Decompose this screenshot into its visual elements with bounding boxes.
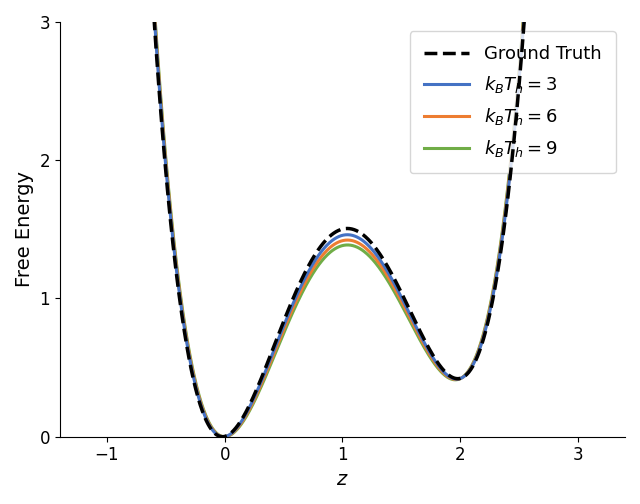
Legend: Ground Truth, $k_BT_h = 3$, $k_BT_h = 6$, $k_BT_h = 9$: Ground Truth, $k_BT_h = 3$, $k_BT_h = 6$… bbox=[410, 31, 616, 173]
$k_BT_h = 6$ bbox=[497, 240, 505, 246]
$k_BT_h = 3$ bbox=[445, 373, 452, 379]
X-axis label: $z$: $z$ bbox=[336, 470, 349, 489]
$k_BT_h = 3$ bbox=[285, 310, 293, 316]
$k_BT_h = 6$ bbox=[305, 272, 313, 278]
Line: $k_BT_h = 9$: $k_BT_h = 9$ bbox=[60, 0, 625, 437]
Ground Truth bbox=[497, 246, 505, 253]
Line: $k_BT_h = 6$: $k_BT_h = 6$ bbox=[60, 0, 625, 437]
Ground Truth bbox=[445, 372, 452, 378]
$k_BT_h = 9$ bbox=[305, 276, 313, 282]
Ground Truth bbox=[218, 434, 226, 440]
$k_BT_h = 3$ bbox=[305, 267, 313, 273]
$k_BT_h = 6$ bbox=[285, 314, 293, 320]
Y-axis label: Free Energy: Free Energy bbox=[15, 171, 34, 287]
$k_BT_h = 9$ bbox=[497, 237, 505, 243]
Line: Ground Truth: Ground Truth bbox=[60, 0, 625, 437]
Ground Truth bbox=[508, 163, 515, 169]
Ground Truth bbox=[305, 261, 313, 267]
$k_BT_h = 9$ bbox=[445, 375, 452, 381]
Ground Truth bbox=[285, 305, 293, 311]
$k_BT_h = 6$ bbox=[508, 155, 515, 161]
$k_BT_h = 9$ bbox=[221, 434, 228, 440]
$k_BT_h = 9$ bbox=[508, 152, 515, 158]
$k_BT_h = 3$ bbox=[497, 243, 505, 249]
$k_BT_h = 9$ bbox=[285, 318, 293, 324]
Line: $k_BT_h = 3$: $k_BT_h = 3$ bbox=[60, 0, 625, 437]
$k_BT_h = 3$ bbox=[508, 159, 515, 165]
$k_BT_h = 6$ bbox=[220, 434, 228, 440]
$k_BT_h = 3$ bbox=[220, 434, 227, 440]
$k_BT_h = 6$ bbox=[445, 374, 452, 380]
